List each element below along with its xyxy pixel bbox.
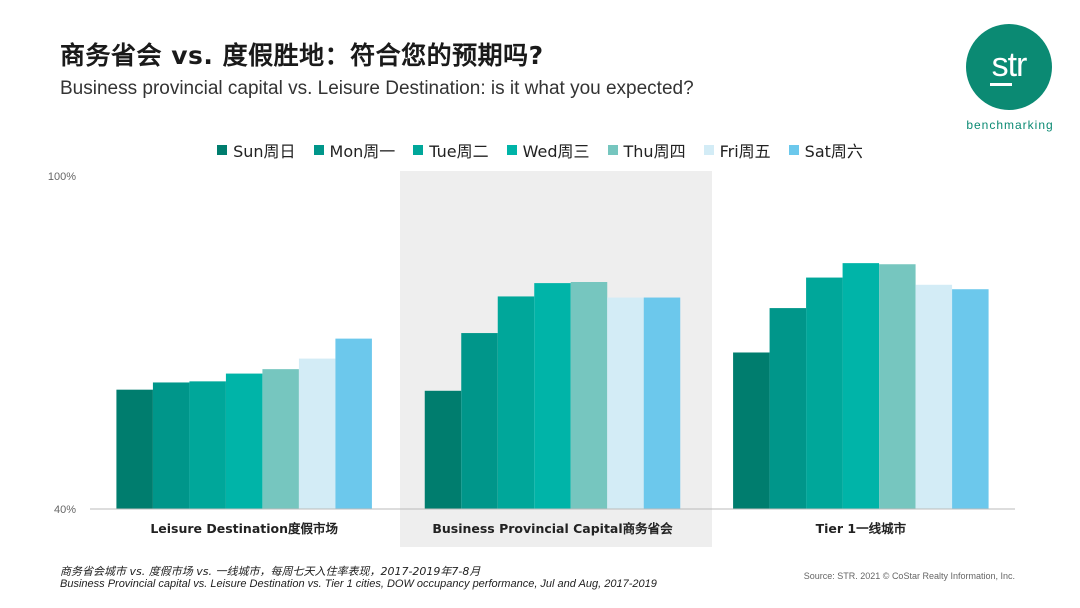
bar-Fri周五-0 bbox=[298, 358, 336, 509]
slide-title-chinese: 商务省会 vs. 度假胜地：符合您的预期吗? bbox=[60, 41, 544, 70]
legend-swatch bbox=[506, 145, 517, 155]
bar-Sat周六-1 bbox=[643, 297, 681, 509]
bar-Sat周六-0 bbox=[335, 338, 372, 509]
legend-swatch bbox=[788, 145, 799, 155]
bar-Tue周二-2 bbox=[806, 277, 843, 509]
bar-Mon周一-1 bbox=[461, 333, 498, 509]
bar-Thu周四-1 bbox=[570, 282, 608, 509]
legend-label: Sun周日 bbox=[233, 142, 296, 161]
logo-underline bbox=[990, 83, 1012, 86]
category-label: Tier 1一线城市 bbox=[816, 521, 907, 536]
bar-Sat周六-2 bbox=[952, 289, 989, 509]
bar-Wed周三-1 bbox=[534, 283, 571, 509]
str-logo: str bbox=[966, 24, 1052, 110]
legend-item: Thu周四 bbox=[607, 138, 686, 162]
slide-title-english: Business provincial capital vs. Leisure … bbox=[60, 78, 694, 99]
legend-swatch bbox=[313, 145, 324, 155]
chart-legend: Sun周日 Mon周一 Tue周二 Wed周三 Thu周四 Fri周五 Sat周六 bbox=[0, 138, 1080, 162]
legend-swatch bbox=[703, 145, 714, 155]
bar-Fri周五-1 bbox=[607, 297, 644, 509]
legend-item: Sun周日 bbox=[217, 138, 296, 162]
bar-Mon周一-0 bbox=[152, 382, 190, 509]
bar-Fri周五-2 bbox=[915, 284, 953, 509]
source-note: Source: STR. 2021 © CoStar Realty Inform… bbox=[803, 571, 1015, 581]
legend-item: Wed周三 bbox=[506, 138, 590, 162]
bar-Thu周四-0 bbox=[262, 369, 299, 509]
bar-Tue周二-1 bbox=[497, 296, 535, 509]
category-label: Leisure Destination度假市场 bbox=[150, 521, 338, 536]
bar-Sun周日-0 bbox=[116, 389, 153, 509]
logo-text: str bbox=[991, 46, 1028, 84]
logo-subtitle: benchmarking bbox=[966, 118, 1054, 132]
bar-Sun周日-2 bbox=[733, 352, 770, 509]
legend-swatch bbox=[607, 145, 618, 155]
bar-Mon周一-2 bbox=[769, 308, 807, 509]
legend-label: Thu周四 bbox=[623, 142, 686, 161]
footnote-chinese: 商务省会城市 vs. 度假市场 vs. 一线城市，每周七天入住率表现，2017-… bbox=[60, 565, 481, 578]
category-label: Business Provincial Capital商务省会 bbox=[432, 521, 673, 536]
legend-label: Fri周五 bbox=[719, 142, 771, 161]
legend-swatch bbox=[413, 145, 424, 155]
legend-label: Sat周六 bbox=[804, 142, 863, 161]
legend-label: Tue周二 bbox=[429, 142, 489, 161]
bar-Wed周三-2 bbox=[842, 263, 880, 509]
legend-item: Fri周五 bbox=[703, 138, 771, 162]
legend-label: Mon周一 bbox=[329, 142, 396, 161]
bar-Tue周二-0 bbox=[189, 381, 226, 509]
bar-Thu周四-2 bbox=[879, 264, 916, 509]
legend-label: Wed周三 bbox=[522, 142, 590, 161]
bar-Sun周日-1 bbox=[424, 390, 462, 509]
legend-item: Mon周一 bbox=[313, 138, 396, 162]
legend-swatch bbox=[217, 145, 228, 155]
legend-item: Tue周二 bbox=[413, 138, 489, 162]
y-tick-label-bottom: 40% bbox=[54, 504, 76, 516]
footnote-english: Business Provincial capital vs. Leisure … bbox=[60, 578, 657, 590]
y-tick-label-top: 100% bbox=[48, 171, 76, 183]
bar-Wed周三-0 bbox=[225, 373, 263, 509]
legend-item: Sat周六 bbox=[788, 138, 863, 162]
